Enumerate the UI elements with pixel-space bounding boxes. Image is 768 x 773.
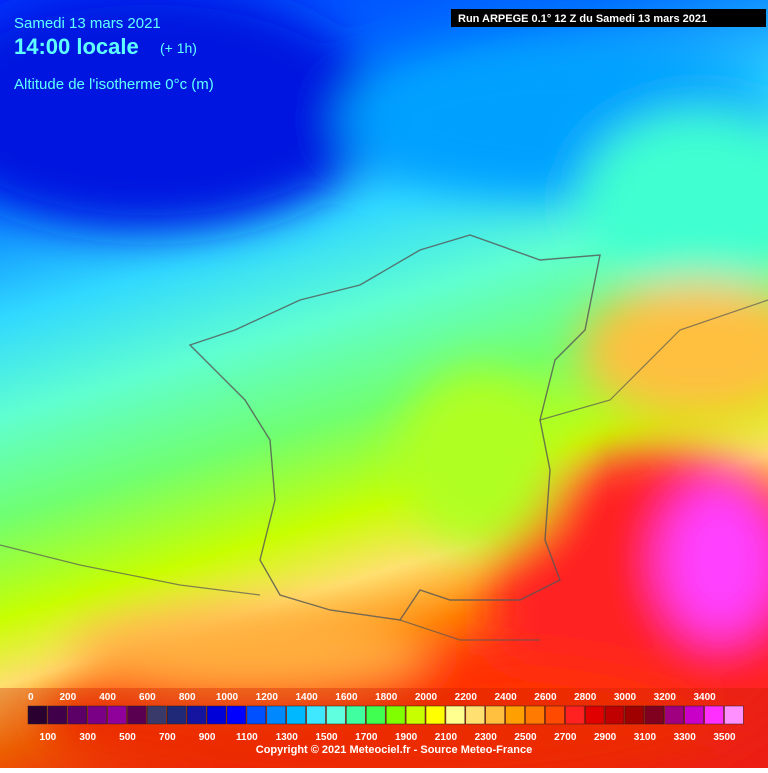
legend-label: 500 bbox=[119, 732, 136, 743]
legend-swatch bbox=[565, 705, 585, 725]
legend-swatch bbox=[67, 705, 87, 725]
legend-label: 2400 bbox=[494, 692, 517, 703]
legend-label: 1700 bbox=[355, 732, 378, 743]
legend-swatch bbox=[624, 705, 645, 725]
run-box bbox=[451, 9, 766, 27]
legend-label: 1200 bbox=[256, 692, 279, 703]
legend-label: 3300 bbox=[674, 732, 697, 743]
legend-label: 600 bbox=[139, 692, 156, 703]
legend-label: 2900 bbox=[594, 732, 617, 743]
legend-swatch bbox=[425, 705, 446, 725]
legend-label: 2600 bbox=[534, 692, 557, 703]
legend-swatch bbox=[405, 705, 426, 725]
legend-label: 900 bbox=[199, 732, 216, 743]
legend-label: 1800 bbox=[375, 692, 398, 703]
legend-swatch bbox=[27, 705, 48, 725]
legend-swatch bbox=[385, 705, 406, 725]
france-outline bbox=[188, 234, 601, 621]
legend-label: 0 bbox=[28, 692, 34, 703]
legend-label: 2300 bbox=[475, 732, 498, 743]
legend-backdrop bbox=[0, 688, 768, 768]
legend-label: 3400 bbox=[693, 692, 716, 703]
legend-swatch bbox=[246, 705, 267, 725]
legend-swatch bbox=[127, 705, 147, 725]
legend-swatch bbox=[147, 705, 167, 725]
run-label: Run ARPEGE 0.1° 12 Z du Samedi 13 mars 2… bbox=[458, 13, 707, 25]
legend-label: 1400 bbox=[295, 692, 318, 703]
legend-swatch bbox=[704, 705, 724, 725]
legend-label: 100 bbox=[40, 732, 57, 743]
legend-swatch bbox=[485, 705, 505, 725]
legend-swatch bbox=[684, 705, 704, 725]
legend-swatch bbox=[366, 705, 386, 725]
legend-swatch bbox=[206, 705, 227, 725]
legend-label: 1100 bbox=[236, 732, 258, 743]
legend-label: 400 bbox=[99, 692, 116, 703]
legend-swatch bbox=[525, 705, 545, 725]
legend-label: 3500 bbox=[713, 732, 736, 743]
legend-label: 3200 bbox=[654, 692, 677, 703]
time-label: 14:00 locale bbox=[14, 34, 139, 59]
legend-label: 2800 bbox=[574, 692, 597, 703]
legend-label: 1300 bbox=[276, 732, 299, 743]
legend-label: 1500 bbox=[315, 732, 338, 743]
legend-swatch bbox=[226, 705, 247, 725]
legend-swatch bbox=[445, 705, 466, 725]
variable-label: Altitude de l'isotherme 0°c (m) bbox=[14, 76, 214, 93]
legend-swatch bbox=[266, 705, 286, 725]
legend-swatch bbox=[47, 705, 68, 725]
legend-label: 700 bbox=[159, 732, 176, 743]
legend-swatch bbox=[326, 705, 346, 725]
legend-label: 2100 bbox=[435, 732, 458, 743]
legend-swatch bbox=[167, 705, 187, 725]
date-label: Samedi 13 mars 2021 bbox=[14, 15, 161, 32]
legend-swatch bbox=[584, 705, 605, 725]
legend-swatch bbox=[107, 705, 127, 725]
offset-label: (+ 1h) bbox=[160, 40, 197, 56]
legend-swatch bbox=[505, 705, 525, 725]
legend-label: 1000 bbox=[216, 692, 239, 703]
legend-label: 800 bbox=[179, 692, 196, 703]
legend-swatch bbox=[465, 705, 485, 725]
legend-swatch bbox=[346, 705, 366, 725]
legend-swatch bbox=[545, 705, 565, 725]
legend-swatch bbox=[644, 705, 665, 725]
legend-swatch bbox=[306, 705, 326, 725]
legend-label: 3000 bbox=[614, 692, 637, 703]
legend-label: 3100 bbox=[634, 732, 657, 743]
legend-swatch bbox=[604, 705, 625, 725]
legend-label: 1900 bbox=[395, 732, 418, 743]
legend-label: 2500 bbox=[514, 732, 537, 743]
copyright: Copyright © 2021 Meteociel.fr - Source M… bbox=[256, 744, 532, 756]
legend-label: 2200 bbox=[455, 692, 478, 703]
legend-label: 1600 bbox=[335, 692, 358, 703]
legend-label: 2700 bbox=[554, 732, 577, 743]
legend: 0 100 200 300 400 500 600 700 800 900 1000 1100 1200… bbox=[27, 692, 744, 743]
legend-swatch bbox=[664, 705, 684, 725]
legend-label: 2000 bbox=[415, 692, 438, 703]
legend-label: 200 bbox=[59, 692, 76, 703]
legend-swatch bbox=[87, 705, 107, 725]
legend-swatch bbox=[724, 705, 744, 725]
legend-swatch bbox=[286, 705, 306, 725]
legend-swatch bbox=[186, 705, 207, 725]
borders bbox=[0, 299, 768, 641]
legend-label: 300 bbox=[79, 732, 96, 743]
